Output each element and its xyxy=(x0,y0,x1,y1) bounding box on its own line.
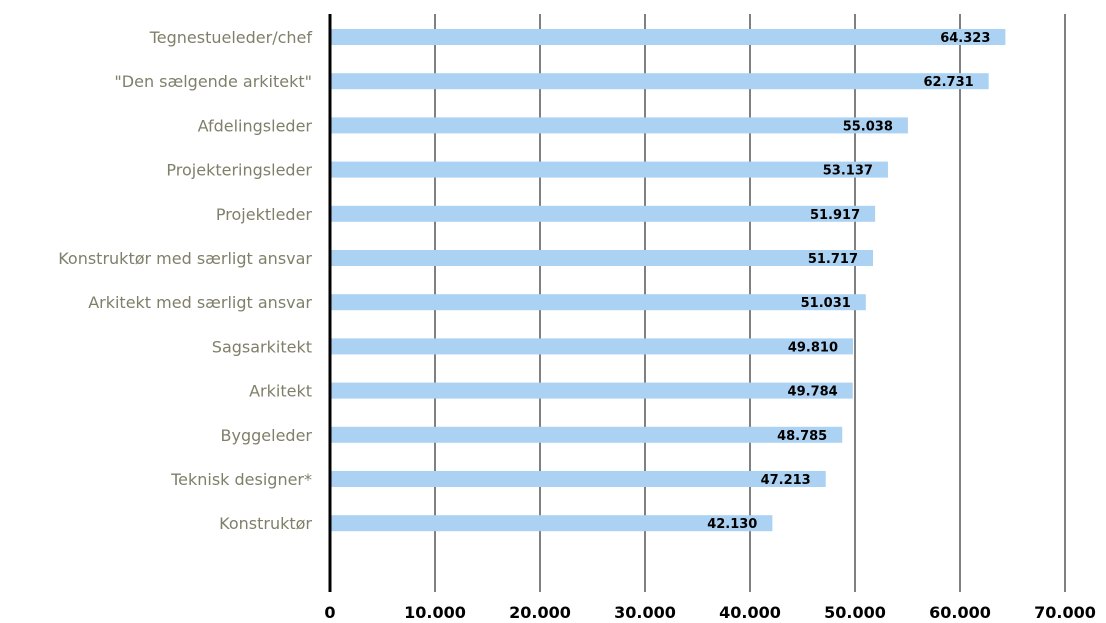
x-tick-label-7: 70.000 xyxy=(1034,603,1096,622)
category-label-7: Sagsarkitekt xyxy=(212,337,312,356)
category-label-11: Konstruktør xyxy=(219,514,312,533)
bar-9 xyxy=(330,426,843,443)
value-label-9: 48.785 xyxy=(777,429,827,444)
value-label-7: 49.810 xyxy=(788,340,838,355)
bar-1 xyxy=(330,73,989,90)
category-label-0: Tegnestueleder/chef xyxy=(149,28,313,47)
bars xyxy=(330,29,1006,532)
value-label-1: 62.731 xyxy=(924,75,974,90)
x-tick-label-5: 50.000 xyxy=(824,603,886,622)
value-label-10: 47.213 xyxy=(761,473,811,488)
value-label-5: 51.717 xyxy=(808,252,858,267)
category-label-3: Projekteringsleder xyxy=(166,161,312,180)
value-label-2: 55.038 xyxy=(843,119,893,134)
bar-0 xyxy=(330,29,1006,45)
bar-4 xyxy=(330,205,876,222)
x-tick-label-2: 20.000 xyxy=(509,603,571,622)
x-tick-label-3: 30.000 xyxy=(614,603,676,622)
value-label-8: 49.784 xyxy=(788,385,838,400)
category-label-5: Konstruktør med særligt ansvar xyxy=(58,249,312,268)
category-label-1: "Den sælgende arkitekt" xyxy=(114,72,312,91)
x-tick-label-0: 0 xyxy=(324,603,335,622)
value-label-3: 53.137 xyxy=(823,164,873,179)
category-label-6: Arkitekt med særligt ansvar xyxy=(88,293,312,312)
bar-7 xyxy=(330,338,854,355)
category-labels: Tegnestueleder/chef "Den sælgende arkitek… xyxy=(58,28,312,533)
category-label-10: Teknisk designer* xyxy=(170,470,312,489)
bar-11 xyxy=(330,515,773,532)
bar-3 xyxy=(330,161,888,178)
x-tick-labels: 0 10.000 20.000 30.000 40.000 50.000 60.000 70.… xyxy=(324,603,1095,622)
value-labels: 64.323 62.731 55.038 53.137 51.917 51.717 51.0… xyxy=(707,31,990,532)
value-label-11: 42.130 xyxy=(707,517,757,532)
value-label-4: 51.917 xyxy=(810,208,860,223)
category-label-8: Arkitekt xyxy=(249,382,312,401)
bar-10 xyxy=(330,471,826,487)
category-label-4: Projektleder xyxy=(216,205,313,224)
bar-5 xyxy=(330,250,874,266)
category-label-9: Byggeleder xyxy=(221,426,313,445)
x-tick-label-4: 40.000 xyxy=(719,603,781,622)
x-tick-label-6: 60.000 xyxy=(929,603,991,622)
category-label-2: Afdelingsleder xyxy=(198,116,313,135)
bar-6 xyxy=(330,294,866,311)
value-label-0: 64.323 xyxy=(940,31,990,46)
bar-2 xyxy=(330,117,908,134)
bar-8 xyxy=(330,382,853,399)
value-label-6: 51.031 xyxy=(801,296,851,311)
x-tick-label-1: 10.000 xyxy=(404,603,466,622)
